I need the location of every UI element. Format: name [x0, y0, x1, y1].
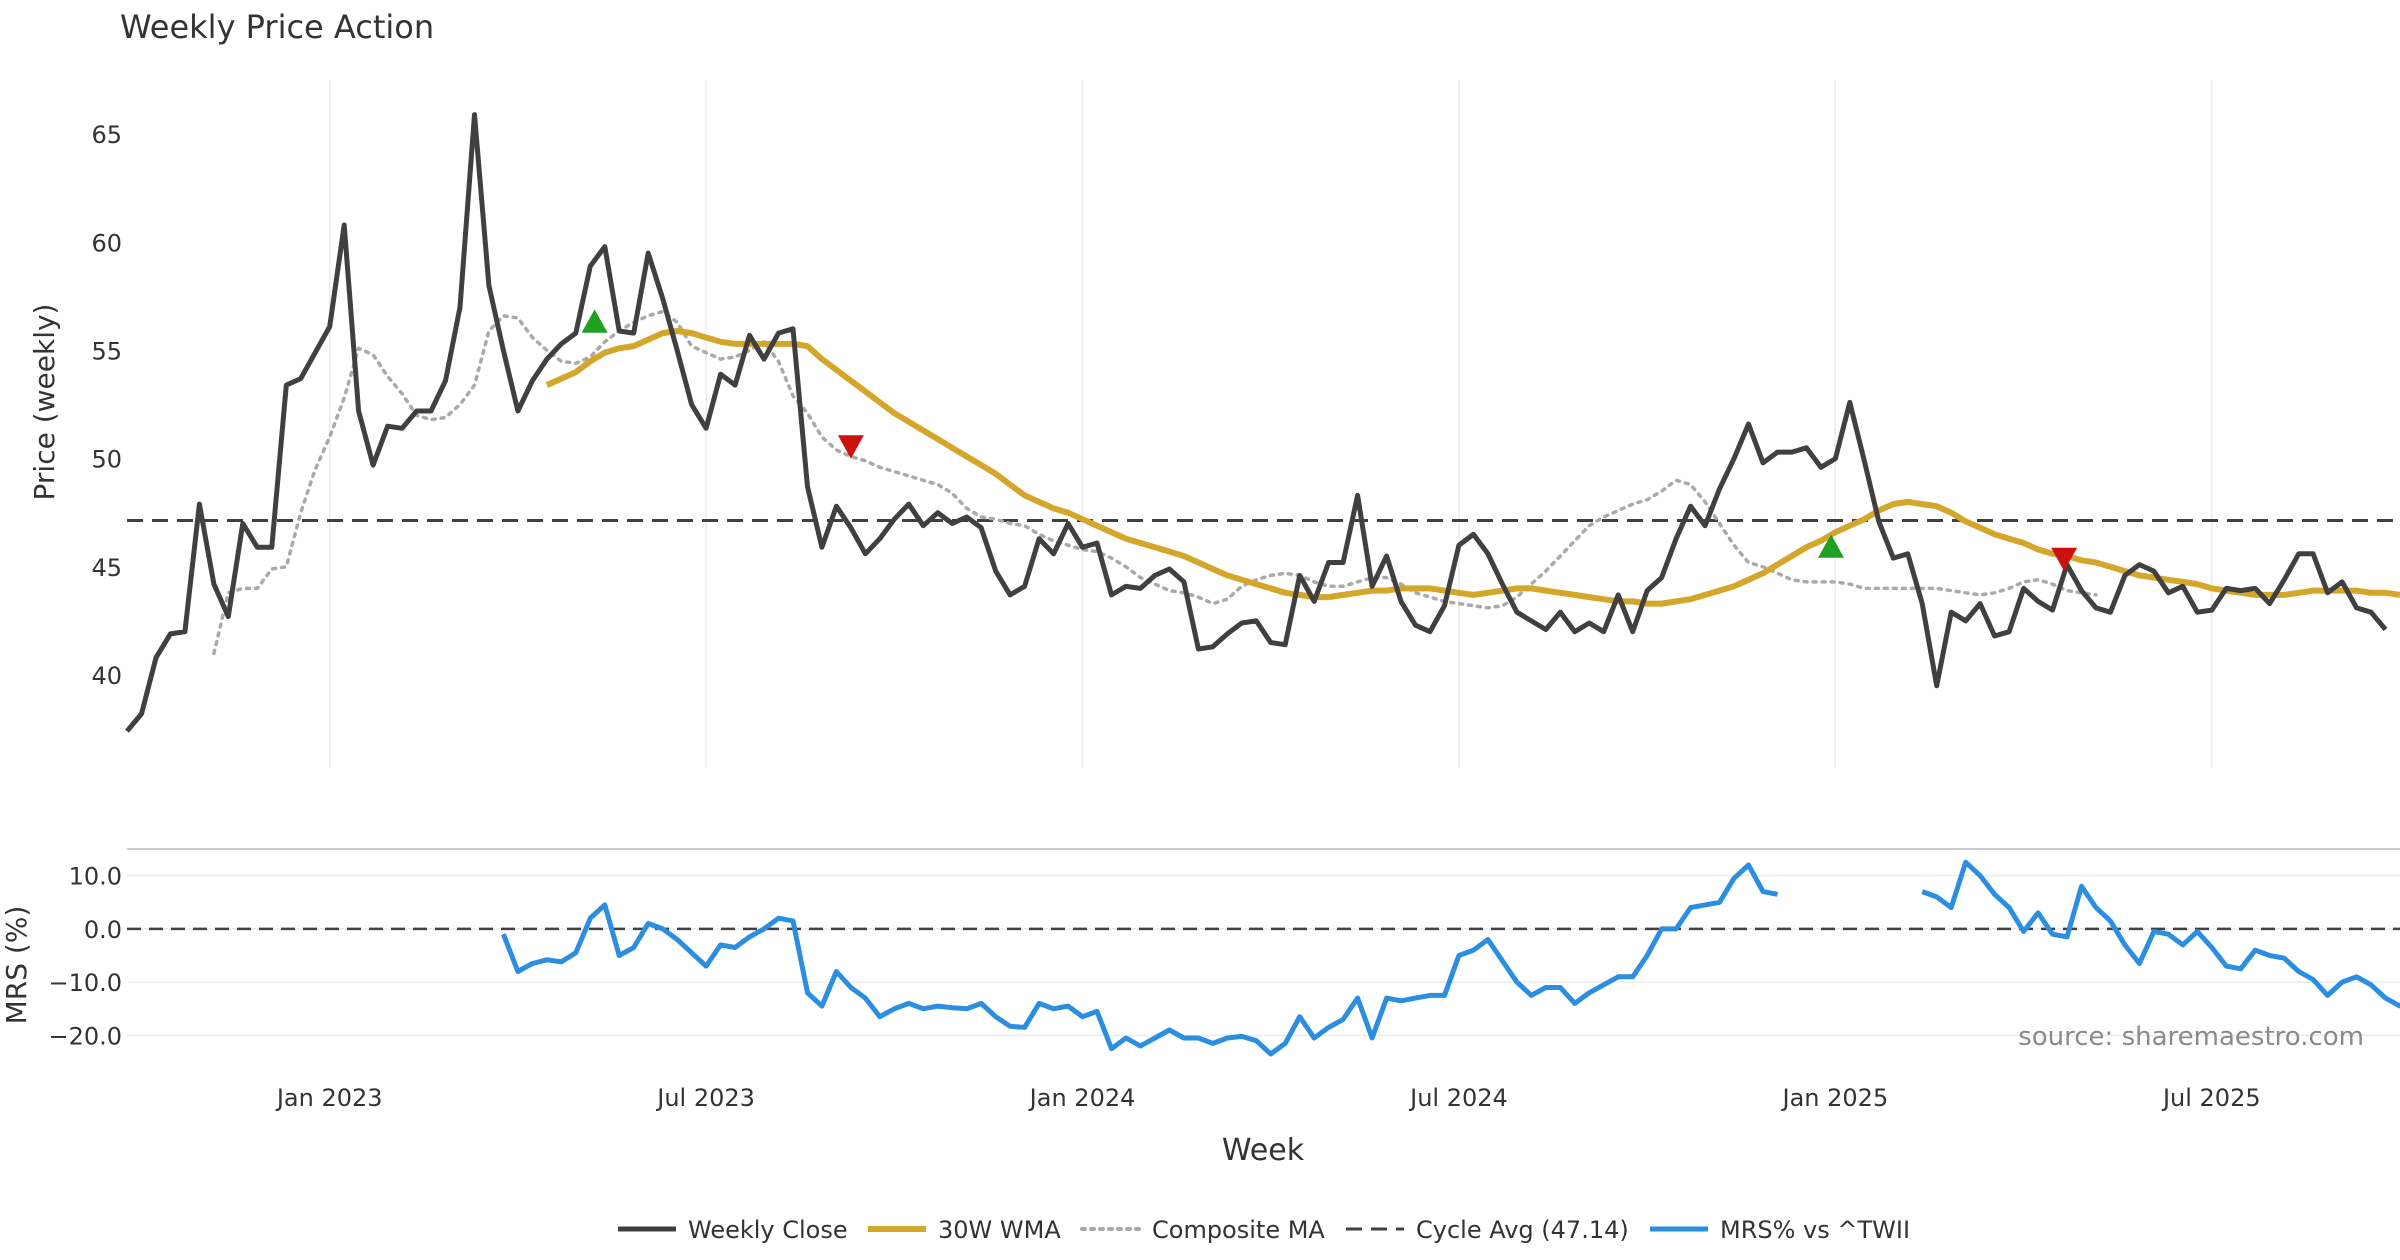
mrs-y-tick-1: −10.0	[48, 969, 122, 997]
mrs-y-tick-3: 10.0	[69, 863, 122, 891]
signal-marker-buy-2	[1818, 534, 1845, 558]
series-mrs-line-segment-0	[501, 862, 1778, 1057]
legend-label-2: Composite MA	[1152, 1216, 1325, 1244]
signal-marker-buy-0	[581, 309, 608, 333]
x-axis-label: Week	[1222, 1133, 1305, 1168]
x-tick-0: Jan 2023	[275, 1084, 383, 1112]
price-y-tick-55: 55	[91, 337, 122, 365]
x-tick-1: Jul 2023	[655, 1084, 755, 1112]
mrs-y-tick-0: −20.0	[48, 1022, 122, 1050]
chart-legend: Weekly Close 30W WMA Composite MA Cycle Avg…	[618, 1216, 1910, 1244]
price-y-tick-65: 65	[91, 121, 122, 149]
x-tick-5: Jul 2025	[2161, 1084, 2261, 1112]
legend-label-0: Weekly Close	[688, 1216, 848, 1244]
legend-label-3: Cycle Avg (47.14)	[1416, 1216, 1629, 1244]
price-y-tick-45: 45	[91, 554, 122, 582]
mrs-y-axis-label: MRS (%)	[0, 906, 33, 1025]
signal-markers	[581, 309, 2078, 572]
x-tick-labels: Jan 2023 Jul 2023 Jan 2024 Jul 2024 Jan 2025…	[275, 1084, 2261, 1112]
price-y-tick-50: 50	[91, 446, 122, 474]
x-tick-3: Jul 2024	[1408, 1084, 1508, 1112]
price-y-tick-labels: 40 45 50 55 60 65	[91, 121, 122, 690]
chart-title: Weekly Price Action	[120, 8, 434, 46]
signal-marker-sell-1	[837, 435, 864, 459]
mrs-series-group	[501, 859, 2400, 1057]
series-mrs-line-segment-1	[1921, 859, 2400, 1009]
signal-marker-sell-3	[2051, 547, 2078, 572]
x-tick-4: Jan 2025	[1781, 1084, 1889, 1112]
price-grid	[328, 80, 2213, 768]
price-y-tick-60: 60	[91, 229, 122, 257]
series-close-line	[125, 112, 2388, 733]
price-series-group	[125, 112, 2400, 733]
mrs-y-tick-2: 0.0	[84, 916, 122, 944]
series-wma-line	[545, 328, 2400, 607]
series-composite-line	[212, 309, 2098, 656]
x-tick-2: Jan 2024	[1028, 1084, 1136, 1112]
price-y-tick-40: 40	[91, 662, 122, 690]
mrs-y-tick-labels: −20.0 −10.0 0.0 10.0	[48, 863, 122, 1051]
legend-label-4: MRS% vs ^TWII	[1720, 1216, 1910, 1244]
source-watermark: source: sharemaestro.com	[2018, 1022, 2364, 1052]
legend-label-1: 30W WMA	[938, 1216, 1061, 1244]
price-y-axis-label: Price (weekly)	[28, 304, 61, 501]
